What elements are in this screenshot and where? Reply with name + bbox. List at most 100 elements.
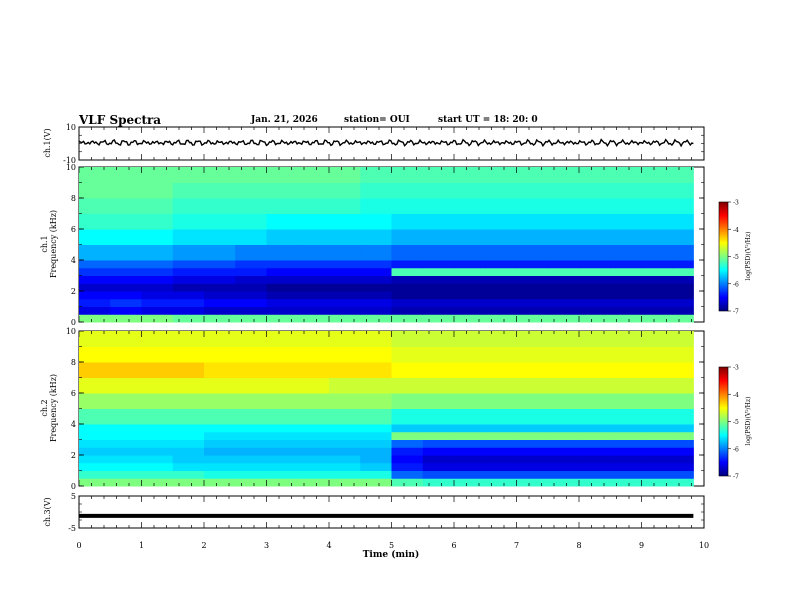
heatmap-cell	[204, 331, 236, 347]
heatmap-cell	[172, 314, 205, 323]
heatmap-cell	[485, 260, 517, 269]
heatmap-cell	[547, 455, 580, 464]
heatmap-cell	[297, 439, 330, 448]
heatmap-cell	[172, 408, 205, 425]
heatmap-cell	[485, 283, 517, 292]
heatmap-cell	[547, 408, 580, 425]
heatmap-cell	[172, 198, 205, 214]
heatmap-cell	[422, 377, 455, 394]
heatmap-cell	[672, 283, 694, 292]
heatmap-cell	[672, 377, 694, 394]
heatmap-cell	[204, 306, 236, 315]
heatmap-cell	[297, 275, 330, 284]
heatmap-cell	[297, 408, 330, 425]
colorbar-tick-label: -4	[733, 392, 739, 399]
heatmap-cell	[172, 462, 205, 471]
heatmap-cell	[204, 408, 236, 425]
heatmap-cell	[110, 198, 142, 214]
heatmap-cell	[579, 408, 611, 425]
heatmap-cell	[79, 229, 111, 245]
heatmap-cell	[454, 267, 486, 276]
x-tick-label: 6	[451, 541, 456, 550]
heatmap-cell	[485, 408, 517, 425]
heatmap-cell	[141, 260, 174, 269]
heatmap-cell	[235, 470, 267, 479]
heatmap-cell	[235, 447, 267, 456]
heatmap-cell	[172, 362, 205, 378]
heatmap-cell	[235, 377, 267, 394]
heatmap-cell	[610, 275, 642, 284]
heatmap-cell	[641, 408, 674, 425]
heatmap-cell	[360, 291, 392, 300]
heatmap-cell	[204, 462, 236, 471]
heatmap-cell	[204, 362, 236, 378]
heatmap-cell	[391, 377, 424, 394]
heatmap-cell	[672, 424, 694, 433]
heatmap-cell	[329, 260, 361, 269]
heatmap-cell	[516, 478, 549, 487]
heatmap-cell	[329, 362, 361, 378]
heatmap-cell	[329, 470, 361, 479]
heatmap-cell	[79, 408, 111, 425]
heatmap-cell	[610, 470, 642, 479]
heatmap-cell	[204, 182, 236, 199]
heatmap-cell	[204, 431, 236, 440]
heatmap-cell	[266, 447, 299, 456]
heatmap-cell	[235, 314, 267, 323]
heatmap-cell	[110, 424, 142, 433]
y-tick-label: 0	[71, 318, 76, 327]
heatmap-cell	[297, 362, 330, 378]
heatmap-cell	[329, 424, 361, 433]
heatmap-cell	[360, 267, 392, 276]
heatmap-cell	[110, 331, 142, 347]
heatmap-cell	[672, 291, 694, 300]
heatmap-cell	[641, 167, 674, 183]
heatmap-cell	[454, 260, 486, 269]
heatmap-cell	[610, 346, 642, 363]
heatmap-cell	[610, 283, 642, 292]
x-tick-label: 3	[264, 541, 269, 550]
heatmap-cell	[297, 229, 330, 245]
heatmap-cell	[141, 408, 174, 425]
heatmap-cell	[672, 298, 694, 307]
ch1-spec-channel-label: ch.1	[40, 235, 49, 252]
heatmap-cell	[641, 291, 674, 300]
heatmap-cell	[329, 229, 361, 245]
heatmap-cell	[329, 244, 361, 261]
y-tick-label: 8	[71, 358, 76, 367]
heatmap-cell	[329, 431, 361, 440]
heatmap-cell	[360, 431, 392, 440]
heatmap-cell	[79, 213, 111, 230]
heatmap-cell	[547, 431, 580, 440]
heatmap-cell	[672, 198, 694, 214]
heatmap-cell	[204, 478, 236, 487]
heatmap-cell	[266, 306, 299, 315]
heatmap-cell	[172, 470, 205, 479]
heatmap-cell	[516, 283, 549, 292]
heatmap-cell	[610, 198, 642, 214]
heatmap-cell	[297, 182, 330, 199]
heatmap-cell	[516, 470, 549, 479]
heatmap-cell	[672, 362, 694, 378]
heatmap-cell	[579, 431, 611, 440]
heatmap-cell	[547, 447, 580, 456]
heatmap-cell	[360, 244, 392, 261]
heatmap-cell	[297, 260, 330, 269]
heatmap-cell	[485, 447, 517, 456]
heatmap-cell	[485, 377, 517, 394]
ch2-spec-ylabel: Frequency (kHz)	[49, 374, 58, 442]
heatmap-cell	[610, 424, 642, 433]
heatmap-cell	[172, 424, 205, 433]
heatmap-cell	[610, 306, 642, 315]
colorbar-tick-label: -3	[733, 200, 739, 207]
heatmap-cell	[235, 331, 267, 347]
heatmap-cell	[454, 431, 486, 440]
heatmap-cell	[79, 167, 111, 183]
y-tick-label: 10	[66, 327, 76, 336]
heatmap-cell	[516, 331, 549, 347]
heatmap-cell	[297, 455, 330, 464]
colorbar-tick-label: -7	[733, 474, 739, 481]
heatmap-cell	[391, 275, 424, 284]
heatmap-cell	[672, 408, 694, 425]
heatmap-cell	[422, 331, 455, 347]
